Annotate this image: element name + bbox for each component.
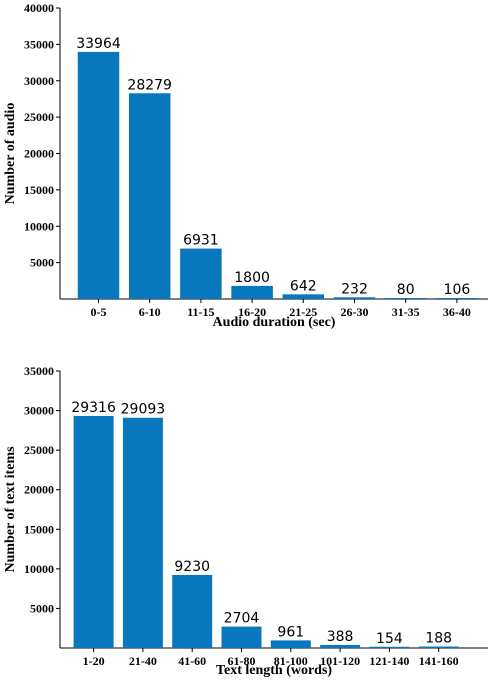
bar-value-label: 1800 — [234, 270, 270, 286]
y-tick-label: 5000 — [30, 601, 54, 615]
bar — [369, 646, 410, 648]
bar — [172, 574, 213, 648]
bar-value-label: 106 — [444, 282, 471, 298]
x-tick-label: 6-10 — [139, 305, 161, 319]
bar — [384, 298, 427, 299]
x-tick-label: 1-20 — [83, 654, 105, 668]
bar — [221, 626, 262, 648]
y-axis-title: Number of text items — [3, 446, 18, 573]
x-tick-label: 31-35 — [392, 305, 420, 319]
y-tick-label: 25000 — [24, 110, 54, 124]
y-tick-label: 10000 — [24, 562, 54, 576]
bar — [418, 646, 459, 648]
bar-value-label: 961 — [277, 624, 304, 640]
x-axis-title: Audio duration (sec) — [213, 315, 336, 330]
y-tick-label: 35000 — [24, 364, 54, 378]
bar — [333, 297, 376, 299]
x-tick-label: 121-140 — [369, 654, 409, 668]
y-tick-label: 35000 — [24, 37, 54, 51]
x-tick-label: 16-20 — [238, 305, 266, 319]
y-tick-label: 30000 — [24, 404, 54, 418]
y-tick-label: 20000 — [24, 483, 54, 497]
x-tick-label: 36-40 — [443, 305, 471, 319]
x-tick-label: 81-100 — [274, 654, 308, 668]
y-tick-label: 10000 — [24, 219, 54, 233]
x-tick-label: 41-60 — [178, 654, 206, 668]
x-tick-label: 11-15 — [187, 305, 214, 319]
bar-value-label: 642 — [290, 278, 317, 294]
bar-value-label: 29316 — [71, 400, 116, 416]
y-tick-label: 15000 — [24, 522, 54, 536]
x-tick-label: 0-5 — [91, 305, 107, 319]
bar — [270, 640, 311, 648]
y-axis-title: Number of audio — [3, 103, 18, 205]
bar-value-label: 188 — [425, 631, 452, 647]
x-tick-label: 26-30 — [341, 305, 369, 319]
y-tick-label: 20000 — [24, 147, 54, 161]
bar — [282, 294, 325, 299]
bar-value-label: 2704 — [224, 611, 260, 627]
bar — [180, 248, 222, 299]
bar-value-label: 154 — [376, 631, 403, 647]
audio-duration-chart: 5000 10000 15000 20000 25000 30000 35000 40000 3… — [3, 1, 488, 330]
bar-value-label: 28279 — [127, 77, 172, 93]
y-tick-label: 25000 — [24, 443, 54, 457]
x-tick-label: 21-40 — [129, 654, 157, 668]
bar-value-label: 33964 — [76, 36, 121, 52]
x-tick-label: 101-120 — [320, 654, 360, 668]
text-length-chart: 5000 10000 15000 20000 25000 30000 35000 29316 1… — [3, 364, 488, 678]
y-tick-label: 5000 — [30, 256, 54, 270]
bar — [320, 644, 361, 648]
x-tick-label: 61-80 — [228, 654, 256, 668]
y-tick-label: 40000 — [24, 1, 54, 15]
bar — [436, 298, 478, 299]
bar — [231, 285, 273, 299]
bar — [128, 93, 171, 300]
bar-value-label: 6931 — [183, 233, 219, 249]
bar-value-label: 80 — [397, 282, 415, 298]
bar — [77, 51, 120, 300]
bar-value-label: 29093 — [121, 402, 166, 418]
x-tick-label: 141-160 — [419, 654, 459, 668]
bar — [122, 417, 163, 648]
x-tick-label: 21-25 — [289, 305, 317, 319]
x-axis-title: Text length (words) — [216, 663, 332, 678]
bar-value-label: 232 — [341, 281, 368, 297]
y-tick-label: 30000 — [24, 74, 54, 88]
y-tick-label: 15000 — [24, 183, 54, 197]
bar-value-label: 388 — [327, 629, 354, 645]
bar-value-label: 9230 — [174, 559, 210, 575]
bar — [73, 415, 114, 648]
